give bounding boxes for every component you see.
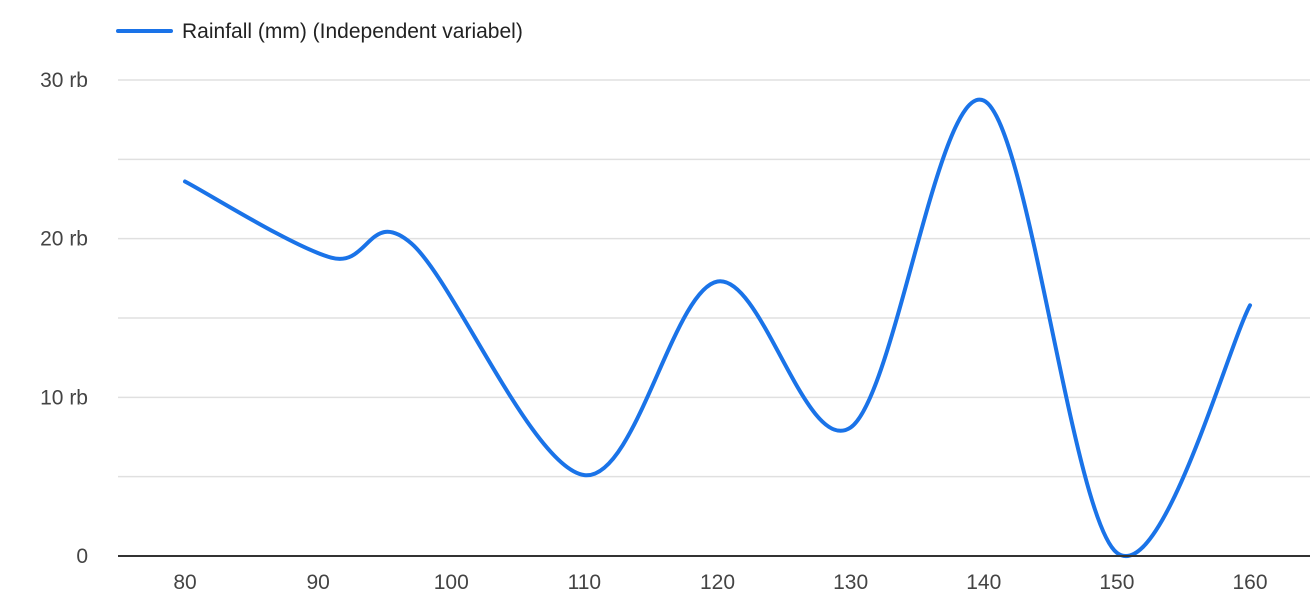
data-point [409,241,413,245]
data-point [582,473,586,477]
axes: 0 10 rb 20 rb 30 rb 80 90 100 110 120 130 140 150 16… [40,69,1310,594]
x-tick-label: 140 [966,571,1001,594]
y-tick-label: 30 rb [40,69,88,92]
data-point [982,99,986,103]
x-tick-label: 150 [1099,571,1134,594]
legend-label: Rainfall (mm) (Independent variabel) [182,20,523,43]
x-tick-label: 160 [1232,571,1267,594]
y-tick-label: 20 rb [40,228,88,251]
x-tick-label: 130 [833,571,868,594]
x-tick-label: 100 [434,571,469,594]
y-tick-label: 0 [76,545,88,568]
series-lines [183,97,1252,558]
x-tick-label: 110 [568,571,601,594]
data-point [1115,551,1119,555]
data-point [849,425,853,429]
legend: Rainfall (mm) (Independent variabel) [116,20,523,43]
data-point [329,256,333,260]
data-point [716,280,720,284]
x-tick-label: 80 [173,571,196,594]
data-point [183,180,187,184]
series-line-rainfall [183,97,1252,558]
x-tick-label: 120 [700,571,735,594]
x-tick-label: 90 [306,571,329,594]
data-point [1248,303,1252,307]
gridlines [118,79,1310,478]
y-tick-label: 10 rb [40,386,88,409]
